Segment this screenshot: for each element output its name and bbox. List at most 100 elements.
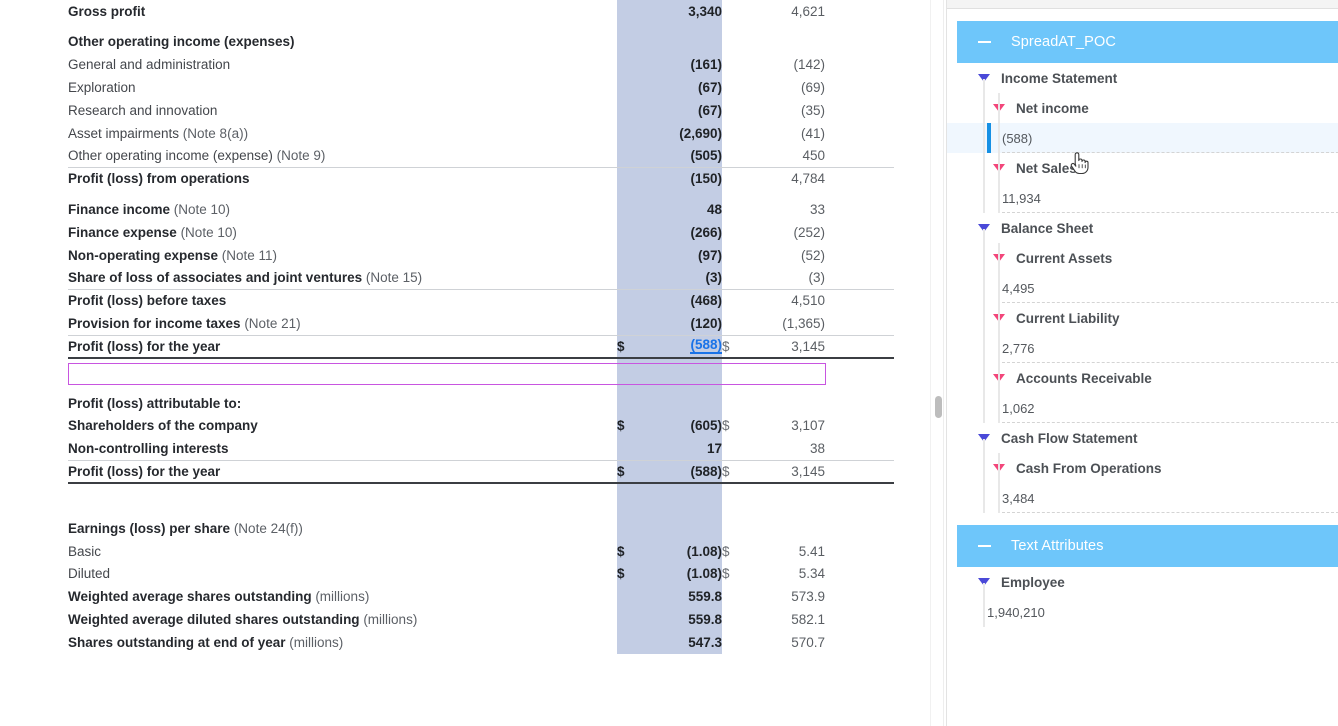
table-row[interactable]: Profit (loss) from operations (150) 4,784: [68, 167, 894, 191]
value-cell-period1[interactable]: [651, 30, 722, 54]
table-row[interactable]: Earnings (loss) per share (Note 24(f)): [68, 517, 894, 540]
value-cell-period2[interactable]: [758, 31, 825, 54]
attributes-tree-pane[interactable]: SpreadAT_POC Income Statement Net income (5…: [946, 0, 1338, 726]
table-row[interactable]: Asset impairments (Note 8(a)) (2,690) (41): [68, 121, 894, 145]
tree-group-header[interactable]: SpreadAT_POC: [957, 21, 1338, 63]
value-cell-period2[interactable]: (35): [800, 102, 825, 118]
value-cell-period1[interactable]: (67): [651, 99, 722, 122]
value-cell-period1[interactable]: (2,690): [651, 121, 722, 145]
value-cell-period2[interactable]: (1,365): [782, 315, 825, 331]
value-cell-period1[interactable]: 559.8: [651, 585, 722, 609]
tree-node-l2[interactable]: Cash From Operations: [947, 453, 1338, 483]
value-cell-period2[interactable]: [758, 517, 825, 540]
tree-value-row[interactable]: 3,484: [947, 483, 1338, 513]
table-row[interactable]: General and administration (161) (142): [68, 53, 894, 77]
value-cell-period1[interactable]: (588): [651, 334, 722, 359]
document-scrollbar[interactable]: [930, 0, 944, 726]
value-cell-period1[interactable]: (505): [651, 144, 722, 168]
value-cell-period2[interactable]: (69): [800, 80, 825, 96]
value-cell-period2[interactable]: 38: [809, 440, 825, 456]
table-row[interactable]: Provision for income taxes (Note 21) (120…: [68, 312, 894, 336]
caret-down-icon[interactable]: [978, 434, 990, 442]
tree-node-l2[interactable]: Current Assets: [947, 243, 1338, 273]
tree-value-row[interactable]: 2,776: [947, 333, 1338, 363]
value-cell-period1[interactable]: (150): [651, 167, 722, 191]
table-row[interactable]: Profit (loss) for the year $ (588) $3,145: [68, 334, 894, 359]
value-cell-period1[interactable]: (1.08): [651, 539, 722, 563]
value-cell-period1[interactable]: [651, 391, 722, 415]
value-cell-period2[interactable]: 570.7: [791, 634, 825, 650]
table-row[interactable]: Other operating income (expense) (Note 9…: [68, 144, 894, 168]
table-row[interactable]: Weighted average diluted shares outstand…: [68, 608, 894, 632]
tree-node-l2[interactable]: Current Liability: [947, 303, 1338, 333]
table-row[interactable]: Weighted average shares outstanding (mil…: [68, 585, 894, 609]
tree-value-row[interactable]: 4,495: [947, 273, 1338, 303]
value-cell-period2[interactable]: 4,784: [758, 167, 825, 191]
value-cell-period1[interactable]: (605): [651, 414, 722, 438]
value-cell-period2[interactable]: 582.1: [791, 611, 825, 627]
table-row[interactable]: Non-controlling interests 17 38: [68, 437, 894, 461]
tree-node-l1[interactable]: Employee: [947, 567, 1338, 597]
tree-node-l1[interactable]: Income Statement: [947, 63, 1338, 93]
value-cell-period1[interactable]: (468): [651, 289, 722, 313]
tree-value-row[interactable]: (588): [947, 123, 1338, 153]
value-cell-period2[interactable]: 4,621: [791, 3, 825, 19]
table-row[interactable]: Basic $ (1.08) $5.41: [68, 539, 894, 563]
value-cell-period2[interactable]: (142): [793, 57, 825, 73]
tree-scroll-area[interactable]: SpreadAT_POC Income Statement Net income (5…: [947, 9, 1338, 726]
value-cell-period2[interactable]: 573.9: [791, 589, 825, 605]
minus-icon[interactable]: [978, 545, 991, 547]
value-cell-period1[interactable]: (266): [651, 221, 722, 244]
value-cell-period1[interactable]: 3,340: [651, 0, 722, 23]
value-cell-period2[interactable]: (252): [793, 224, 825, 240]
table-row[interactable]: Share of loss of associates and joint ve…: [68, 266, 894, 290]
tree-value-row[interactable]: 1,940,210: [947, 597, 1338, 627]
table-row[interactable]: Profit (loss) before taxes (468) 4,510: [68, 289, 894, 313]
value-cell-period1[interactable]: (3): [651, 266, 722, 290]
caret-down-icon[interactable]: [978, 224, 990, 232]
table-row[interactable]: Shares outstanding at end of year (milli…: [68, 631, 894, 654]
value-cell-period2[interactable]: (52): [800, 247, 825, 263]
tree-node-l1[interactable]: Balance Sheet: [947, 213, 1338, 243]
value-cell-period1[interactable]: (161): [651, 53, 722, 77]
table-row[interactable]: Non-operating expense (Note 11) (97) (52): [68, 243, 894, 267]
table-row[interactable]: Other operating income (expenses): [68, 30, 894, 54]
value-cell-period2[interactable]: 4,510: [758, 289, 825, 313]
financial-statement-table[interactable]: Gross profit 3,340 4,621 Other operating in…: [68, 0, 894, 654]
table-row[interactable]: Profit (loss) attributable to:: [68, 391, 894, 415]
value-cell-period2[interactable]: 5.34: [798, 566, 825, 582]
caret-down-icon[interactable]: [978, 74, 990, 82]
tree-node-l1[interactable]: Cash Flow Statement: [947, 423, 1338, 453]
table-row[interactable]: Finance expense (Note 10) (266) (252): [68, 221, 894, 244]
value-cell-period1[interactable]: (1.08): [651, 562, 722, 586]
value-cell-period1[interactable]: (97): [651, 243, 722, 267]
table-row[interactable]: Exploration (67) (69): [68, 76, 894, 100]
caret-down-icon[interactable]: [978, 578, 990, 586]
value-cell-period2[interactable]: [758, 392, 825, 415]
value-cell-period2[interactable]: 3,145: [758, 459, 825, 485]
tree-value-row[interactable]: 11,934: [947, 183, 1338, 213]
value-cell-period2[interactable]: 3,145: [758, 334, 825, 359]
table-row[interactable]: Diluted $ (1.08) $5.34: [68, 562, 894, 586]
financial-statement-pane[interactable]: Gross profit 3,340 4,621 Other operating in…: [0, 0, 912, 726]
value-cell-period1[interactable]: 48: [651, 198, 722, 222]
value-cell-period2[interactable]: 450: [802, 148, 825, 164]
tree-node-l2[interactable]: Net Sales: [947, 153, 1338, 183]
value-cell-period1[interactable]: [651, 517, 722, 540]
value-cell-period1[interactable]: (588): [651, 459, 722, 485]
tree-node-l2[interactable]: Net income: [947, 93, 1338, 123]
table-row[interactable]: Research and innovation (67) (35): [68, 99, 894, 122]
value-cell-period1[interactable]: (120): [651, 312, 722, 336]
table-row[interactable]: Profit (loss) for the year $ (588) $3,145: [68, 459, 894, 485]
value-cell-period2[interactable]: 3,107: [791, 418, 825, 434]
value-cell-period2[interactable]: 5.41: [798, 543, 825, 559]
value-cell-period2[interactable]: 33: [809, 202, 825, 218]
table-row[interactable]: Finance income (Note 10) 48 33: [68, 198, 894, 222]
value-cell-period2[interactable]: (3): [808, 270, 826, 286]
table-row[interactable]: Shareholders of the company $ (605) $3,107: [68, 414, 894, 438]
tree-group-header[interactable]: Text Attributes: [957, 525, 1338, 567]
minus-icon[interactable]: [978, 41, 991, 43]
tree-value-row[interactable]: 1,062: [947, 393, 1338, 423]
tree-node-l2[interactable]: Accounts Receivable: [947, 363, 1338, 393]
value-cell-period1[interactable]: 547.3: [651, 631, 722, 654]
